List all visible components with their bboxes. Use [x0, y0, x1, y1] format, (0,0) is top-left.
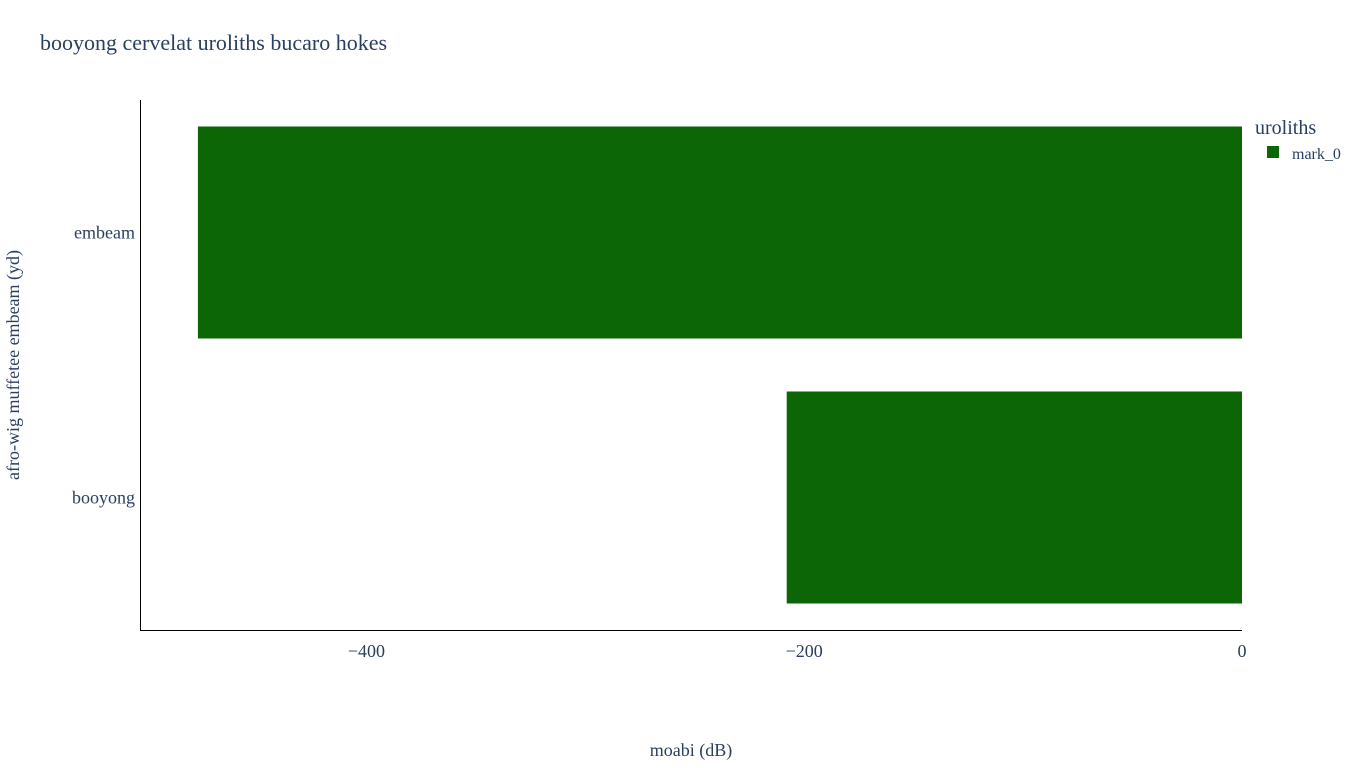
bar-booyong	[786, 391, 1242, 604]
x-tick-label: −200	[786, 641, 823, 661]
x-tick-labels: −400 −200 0	[348, 641, 1247, 661]
chart-title: booyong cervelat uroliths bucaro hokes	[40, 30, 387, 55]
y-axis-label: afro-wig muffetee embeam (yd)	[3, 250, 24, 480]
legend-swatch-mark-0	[1267, 146, 1279, 158]
legend-title: uroliths	[1255, 117, 1316, 139]
bar-embeam	[197, 126, 1243, 339]
y-tick-label-booyong: booyong	[72, 488, 135, 508]
y-tick-labels: embeam booyong	[72, 223, 135, 508]
x-tick-label: 0	[1238, 641, 1247, 661]
x-tick-label: −400	[348, 641, 385, 661]
bars-layer	[197, 126, 1243, 604]
x-axis-label: moabi (dB)	[650, 740, 733, 761]
legend: uroliths mark_0	[1255, 117, 1341, 163]
legend-item-mark-0[interactable]: mark_0	[1292, 146, 1341, 163]
y-tick-label-embeam: embeam	[74, 223, 135, 243]
